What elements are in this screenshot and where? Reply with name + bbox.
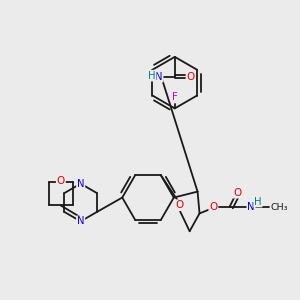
Text: N: N (155, 72, 163, 82)
Text: O: O (187, 72, 195, 82)
Text: CH₃: CH₃ (271, 203, 288, 212)
Text: F: F (172, 92, 178, 103)
Text: O: O (233, 188, 241, 198)
Text: O: O (175, 200, 183, 210)
Text: N: N (247, 202, 255, 212)
Text: N: N (77, 179, 84, 189)
Text: O: O (57, 176, 65, 186)
Text: H: H (254, 196, 262, 206)
Text: H: H (148, 71, 156, 81)
Text: O: O (209, 202, 217, 212)
Text: N: N (77, 216, 84, 226)
